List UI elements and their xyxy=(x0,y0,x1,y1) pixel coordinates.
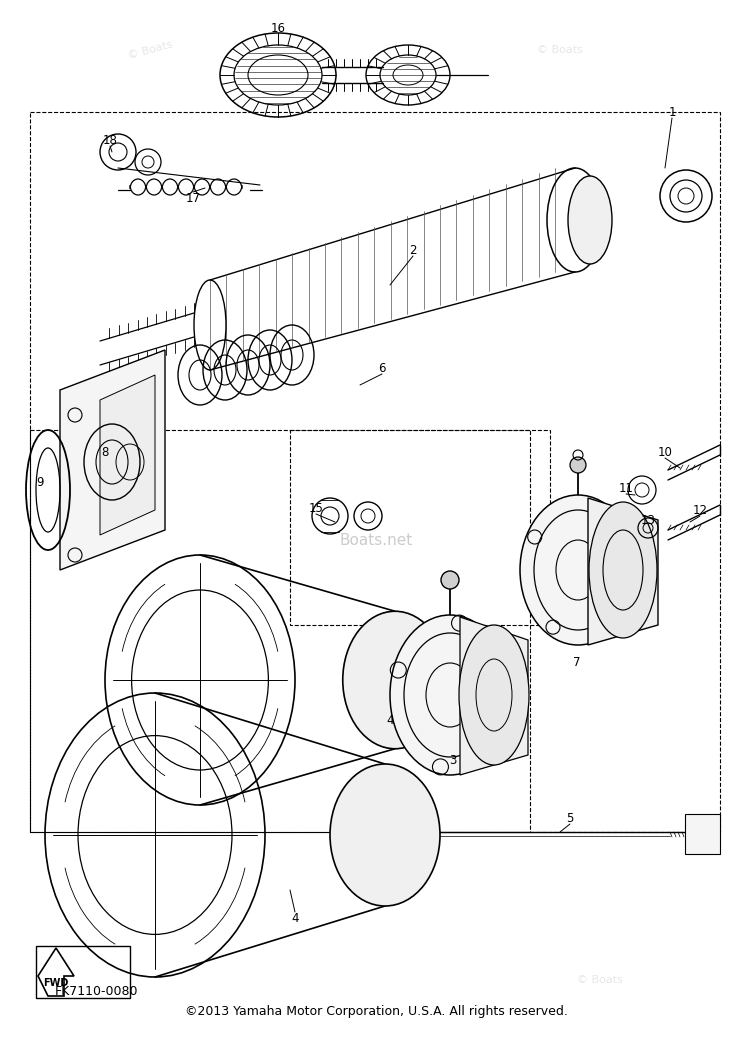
Text: 8: 8 xyxy=(102,445,108,459)
Ellipse shape xyxy=(589,502,657,638)
Text: 13: 13 xyxy=(641,514,655,526)
Polygon shape xyxy=(588,498,658,645)
Text: 6: 6 xyxy=(378,362,386,374)
Text: FWD: FWD xyxy=(44,978,69,988)
Text: 18: 18 xyxy=(102,133,117,147)
Text: 9: 9 xyxy=(36,475,44,489)
Bar xyxy=(36,946,130,998)
Text: 3: 3 xyxy=(450,754,456,766)
Circle shape xyxy=(441,571,459,589)
Text: © Boats: © Boats xyxy=(537,45,583,55)
Ellipse shape xyxy=(330,764,440,906)
Text: 4: 4 xyxy=(291,911,299,925)
Text: © Boats: © Boats xyxy=(577,976,623,985)
Text: 10: 10 xyxy=(657,445,672,459)
Text: © Boats: © Boats xyxy=(127,40,173,60)
Ellipse shape xyxy=(390,615,510,775)
Text: 12: 12 xyxy=(693,503,708,517)
Text: 4: 4 xyxy=(386,713,394,727)
Ellipse shape xyxy=(459,625,529,765)
Bar xyxy=(290,430,550,625)
Polygon shape xyxy=(38,948,74,996)
Ellipse shape xyxy=(520,495,636,645)
Text: 7: 7 xyxy=(573,655,581,669)
Bar xyxy=(30,430,530,832)
Text: 15: 15 xyxy=(309,501,324,515)
Circle shape xyxy=(570,457,586,473)
Text: 17: 17 xyxy=(185,191,200,205)
Text: 11: 11 xyxy=(618,482,633,494)
Ellipse shape xyxy=(568,176,612,264)
Text: 16: 16 xyxy=(270,22,285,34)
Text: ©2013 Yamaha Motor Corporation, U.S.A. All rights reserved.: ©2013 Yamaha Motor Corporation, U.S.A. A… xyxy=(185,1005,568,1018)
Bar xyxy=(685,814,720,854)
Text: FK7110-0080: FK7110-0080 xyxy=(55,985,139,998)
Text: Boats.net: Boats.net xyxy=(340,534,413,548)
Bar xyxy=(30,112,720,832)
Text: 1: 1 xyxy=(668,105,675,119)
Polygon shape xyxy=(100,375,155,535)
Ellipse shape xyxy=(343,612,447,749)
Text: 5: 5 xyxy=(566,811,574,825)
Polygon shape xyxy=(60,350,165,570)
Text: 2: 2 xyxy=(409,243,416,257)
Polygon shape xyxy=(460,617,528,775)
